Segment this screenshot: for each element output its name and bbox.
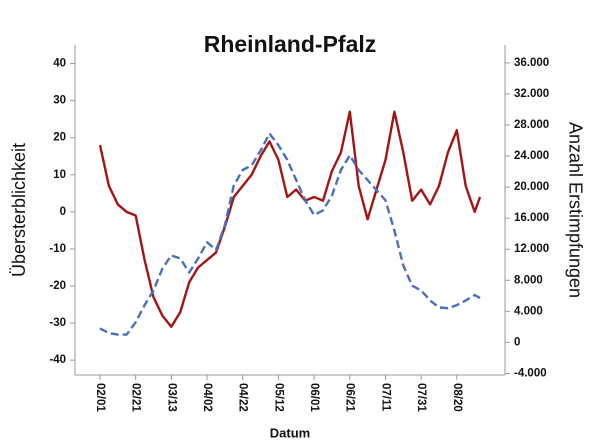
y-tick-label: -20 [49,280,66,292]
chart-title: Rheinland-Pfalz [204,31,377,57]
y2-tick-label: 8.000 [514,274,543,286]
x-tick-label: 08/20 [451,383,463,412]
x-tick-label: 04/02 [201,383,213,412]
y2-tick-label: 0 [514,336,520,348]
series-line [99,132,481,336]
y2-tick-label: 28.000 [514,119,549,131]
y2-tick-label: -4.000 [514,367,547,379]
x-tick-label: 02/21 [130,383,142,412]
y2-axis-label: Anzahl Erstimpfungen [565,122,585,298]
x-tick-label: 06/21 [344,383,356,412]
x-tick-label: 04/22 [237,383,249,412]
y2-tick-label: 16.000 [514,212,549,224]
y-tick-label: 20 [53,132,66,144]
series-line [98,110,482,328]
y2-tick-label: 36.000 [514,57,549,69]
y-tick-label: 40 [53,58,66,70]
y-tick-label: -40 [49,354,66,366]
y2-tick-label: 24.000 [514,150,549,162]
y-tick-label: 30 [53,95,66,107]
y-axis-label: Übersterblichkeit [9,143,29,277]
x-tick-label: 05/12 [272,383,284,412]
y-tick-label: -30 [49,317,66,329]
y2-tick-label: 4.000 [514,305,543,317]
x-tick-label: 03/13 [165,383,177,412]
x-tick-label: 02/01 [94,383,106,412]
y2-tick-label: 32.000 [514,88,549,100]
x-tick-label: 06/01 [308,383,320,412]
x-tick-label: 07/11 [379,383,391,412]
x-axis-label: Datum [270,425,310,440]
y-tick-label: -10 [49,243,66,255]
y-tick-label: 10 [53,169,66,181]
y2-tick-label: 20.000 [514,181,549,193]
x-tick-label: 07/31 [415,383,427,412]
y2-tick-label: 12.000 [514,243,549,255]
y-tick-label: 0 [60,206,66,218]
